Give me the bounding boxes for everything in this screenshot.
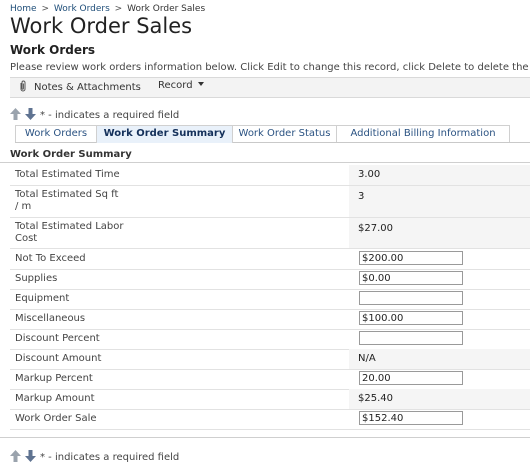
- tab-work-orders[interactable]: Work Orders: [15, 125, 97, 142]
- panel-title: Work Order Summary: [10, 149, 132, 160]
- required-note-bottom: * - indicates a required field: [10, 450, 179, 463]
- field-row-discount-amount: Discount Amount N/A: [10, 349, 530, 370]
- field-label: Discount Amount: [15, 353, 102, 364]
- breadcrumb: Home > Work Orders > Work Order Sales: [10, 4, 205, 14]
- breadcrumb-separator: >: [114, 4, 123, 14]
- field-label: Discount Percent: [15, 333, 100, 344]
- notes-attachments-button[interactable]: Notes & Attachments: [18, 80, 141, 93]
- total-time-value: 3.00: [358, 169, 381, 180]
- field-label: Total Estimated Time: [15, 169, 120, 180]
- field-label: Miscellaneous: [15, 313, 86, 324]
- record-menu-label: Record: [158, 80, 193, 91]
- field-row-equipment: Equipment: [10, 289, 530, 310]
- breadcrumb-current: Work Order Sales: [127, 4, 206, 14]
- field-label: Markup Amount: [15, 393, 95, 404]
- instruction-text: Please review work orders information be…: [10, 62, 530, 73]
- section-title: Work Orders: [10, 43, 96, 57]
- field-label: Markup Percent: [15, 373, 93, 384]
- work-order-sale-input[interactable]: [359, 411, 463, 425]
- tab-work-order-summary[interactable]: Work Order Summary: [96, 125, 233, 143]
- discount-percent-input[interactable]: [359, 331, 463, 345]
- field-row-total-time: Total Estimated Time 3.00: [10, 165, 530, 186]
- field-row-discount-percent: Discount Percent: [10, 329, 530, 350]
- field-value-cell: 3.00: [349, 165, 530, 185]
- equipment-input[interactable]: [359, 291, 463, 305]
- required-note-text: * - indicates a required field: [40, 452, 180, 463]
- record-menu-button[interactable]: Record: [158, 80, 204, 91]
- page-title: Work Order Sales: [10, 14, 193, 38]
- notes-attachments-label: Notes & Attachments: [34, 82, 141, 93]
- field-value-cell: N/A: [349, 349, 530, 369]
- arrow-up-icon[interactable]: [10, 108, 21, 120]
- field-label: Equipment: [15, 293, 70, 304]
- total-labor-value: $27.00: [358, 223, 393, 234]
- tab-work-order-status[interactable]: Work Order Status: [232, 125, 337, 142]
- markup-percent-input[interactable]: [359, 371, 463, 385]
- arrow-down-icon[interactable]: [25, 108, 36, 120]
- paperclip-icon: [20, 80, 26, 92]
- field-label: Work Order Sale: [15, 413, 97, 424]
- field-label-line: / m: [15, 201, 32, 212]
- field-label: Supplies: [15, 273, 58, 284]
- total-sqft-value: 3: [358, 191, 365, 202]
- field-row-markup-amount: Markup Amount $25.40: [10, 389, 530, 410]
- field-row-supplies: Supplies: [10, 269, 530, 290]
- arrow-down-icon[interactable]: [25, 450, 36, 462]
- breadcrumb-separator: >: [41, 4, 49, 14]
- miscellaneous-input[interactable]: [359, 311, 463, 325]
- tab-additional-billing[interactable]: Additional Billing Information: [336, 125, 510, 142]
- field-row-work-order-sale: Work Order Sale: [10, 409, 530, 430]
- field-row-miscellaneous: Miscellaneous: [10, 309, 530, 330]
- divider: [0, 162, 530, 163]
- required-note-top: * - indicates a required field: [10, 108, 179, 121]
- not-to-exceed-input[interactable]: [359, 251, 463, 265]
- required-note-text: * - indicates a required field: [40, 110, 180, 121]
- markup-amount-value: $25.40: [358, 393, 393, 404]
- supplies-input[interactable]: [359, 271, 463, 285]
- arrow-up-icon[interactable]: [10, 450, 21, 462]
- field-label-line: Total Estimated Sq ft: [15, 189, 119, 200]
- breadcrumb-work-orders[interactable]: Work Orders: [53, 4, 110, 14]
- field-label-line: Cost: [15, 233, 38, 244]
- field-row-not-to-exceed: Not To Exceed: [10, 249, 530, 270]
- field-value-cell: $27.00: [349, 218, 530, 248]
- chevron-down-icon: [197, 82, 204, 86]
- field-label: Total Estimated Sq ft / m: [15, 189, 118, 213]
- field-label-line: Total Estimated Labor: [15, 221, 124, 232]
- field-label: Total Estimated Labor Cost: [15, 221, 124, 245]
- field-value-cell: 3: [349, 186, 530, 217]
- field-label: Not To Exceed: [15, 253, 86, 264]
- field-row-total-labor: Total Estimated Labor Cost $27.00: [10, 218, 530, 249]
- breadcrumb-home[interactable]: Home: [10, 4, 37, 14]
- discount-amount-value: N/A: [358, 353, 376, 364]
- tab-bar: Work Orders Work Order Summary Work Orde…: [15, 125, 530, 143]
- toolbar: Notes & Attachments Record: [10, 77, 530, 98]
- divider: [0, 437, 530, 438]
- field-row-markup-percent: Markup Percent: [10, 369, 530, 390]
- field-value-cell: $25.40: [349, 389, 530, 409]
- field-row-total-sqft: Total Estimated Sq ft / m 3: [10, 186, 530, 218]
